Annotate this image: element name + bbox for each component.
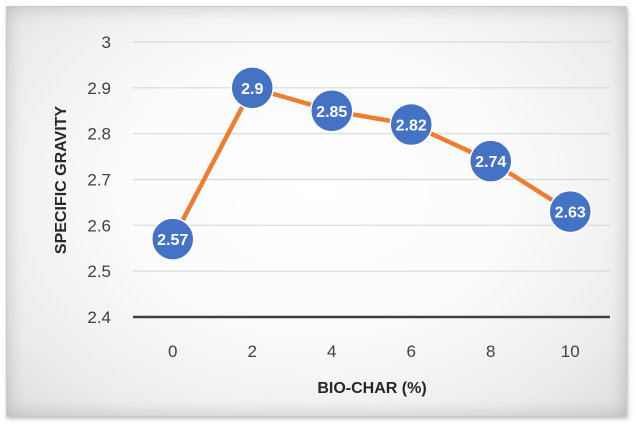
x-axis-title: BIO-CHAR (%) [317, 380, 426, 397]
data-label: 2.9 [241, 81, 263, 98]
x-tick-label: 8 [486, 342, 495, 361]
x-axis-ticks: 0 2 4 6 8 10 [168, 342, 580, 361]
y-axis-title: SPECIFIC GRAVITY [53, 106, 70, 254]
data-label: 2.85 [316, 104, 347, 121]
data-point [469, 139, 513, 183]
data-point [389, 102, 433, 147]
x-tick-label: 2 [248, 342, 257, 361]
gridlines [133, 41, 610, 319]
y-tick-label: 2.4 [87, 308, 111, 327]
y-tick-label: 2.7 [87, 171, 111, 190]
y-tick-label: 2.9 [87, 79, 111, 98]
data-label: 2.57 [157, 232, 188, 249]
x-tick-label: 4 [327, 342, 336, 361]
y-tick-label: 3 [102, 33, 111, 52]
data-point [310, 89, 354, 133]
x-tick-label: 0 [168, 342, 177, 361]
y-tick-label: 2.6 [87, 216, 111, 235]
data-point [151, 217, 195, 261]
data-label: 2.82 [396, 118, 427, 135]
series: 2.57 2.9 2.85 2.82 2.74 2.63 [151, 66, 592, 261]
data-point [230, 66, 274, 110]
x-tick-label: 6 [407, 342, 416, 361]
y-tick-label: 2.5 [87, 262, 111, 281]
x-tick-label: 10 [561, 342, 580, 361]
y-axis-ticks: 2.4 2.5 2.6 2.7 2.8 2.9 3 [87, 33, 111, 327]
data-label: 2.63 [555, 205, 586, 222]
data-point [548, 189, 592, 234]
chart-frame [6, 6, 627, 417]
data-label: 2.74 [475, 154, 506, 171]
y-tick-label: 2.8 [87, 125, 111, 144]
